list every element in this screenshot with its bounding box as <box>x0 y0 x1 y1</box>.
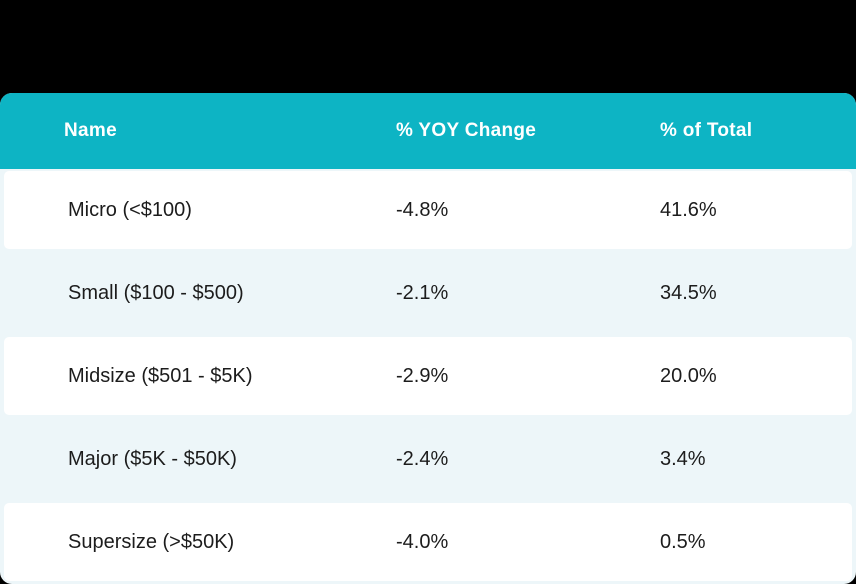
row-total-cell: 20.0% <box>660 364 717 387</box>
row-yoy-cell: -2.1% <box>396 281 449 304</box>
table-header-row: Name % YOY Change % of Total <box>0 93 856 169</box>
row-total-cell: 0.5% <box>660 530 706 553</box>
row-total-cell: 41.6% <box>660 198 717 221</box>
table-row: Micro (<$100) -4.8% 41.6% <box>0 169 856 252</box>
table-body: Micro (<$100) -4.8% 41.6% Small ($100 - … <box>0 169 856 584</box>
row-name-cell: Small ($100 - $500) <box>68 281 244 304</box>
column-header-yoy-change: % YOY Change <box>396 120 537 141</box>
table-row: Midsize ($501 - $5K) -2.9% 20.0% <box>0 335 856 418</box>
table-row: Small ($100 - $500) -2.1% 34.5% <box>0 252 856 335</box>
row-name-cell: Midsize ($501 - $5K) <box>68 364 253 387</box>
row-name-cell: Micro (<$100) <box>68 198 192 221</box>
table-row: Major ($5K - $50K) -2.4% 3.4% <box>0 418 856 501</box>
row-yoy-cell: -2.4% <box>396 447 449 470</box>
row-yoy-cell: -4.8% <box>396 198 449 221</box>
row-name-cell: Supersize (>$50K) <box>68 530 235 553</box>
row-yoy-cell: -4.0% <box>396 530 449 553</box>
data-table-card: Name % YOY Change % of Total Micro (<$10… <box>0 93 856 584</box>
table-row: Supersize (>$50K) -4.0% 0.5% <box>0 501 856 584</box>
row-yoy-cell: -2.9% <box>396 364 449 387</box>
column-header-pct-of-total: % of Total <box>660 120 753 141</box>
column-header-name: Name <box>64 120 117 141</box>
row-total-cell: 3.4% <box>660 447 706 470</box>
row-total-cell: 34.5% <box>660 281 717 304</box>
row-name-cell: Major ($5K - $50K) <box>68 447 237 470</box>
